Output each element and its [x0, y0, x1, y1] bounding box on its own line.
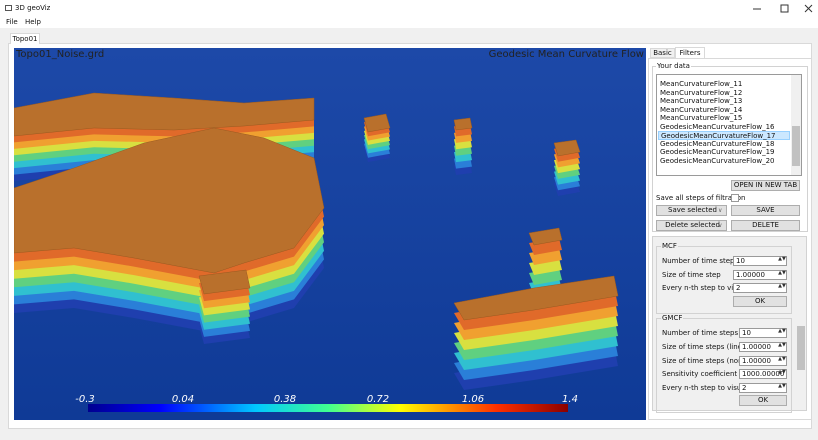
- list-scroll-thumb: [792, 126, 800, 166]
- your-data-title: Your data: [656, 62, 691, 70]
- spin-arrows: ▲▼: [778, 284, 786, 292]
- tab-topo01[interactable]: Topo01: [10, 33, 40, 44]
- spin-arrows: ▲▼: [778, 271, 786, 279]
- panel-tab-basic[interactable]: Basic: [650, 48, 675, 58]
- mcf-ok-button[interactable]: OK: [733, 296, 787, 307]
- menu-bar: [0, 16, 818, 28]
- colorbar-label: 0.38: [274, 394, 296, 405]
- 3d-view[interactable]: Topo01_Noise.grd Geodesic Mean Curvature …: [14, 48, 646, 420]
- spin-arrows: ▲▼: [778, 257, 786, 265]
- gmcf-ok-button[interactable]: OK: [739, 395, 787, 406]
- app-window: 3D geoViz File Help Topo01 Topo01_Noise.grd G…: [0, 0, 818, 440]
- filter-scrollbar: [796, 237, 806, 410]
- filter-label: Geodesic Mean Curvature Flow: [489, 49, 644, 60]
- data-list-item[interactable]: GeodesicMeanCurvatureFlow_20: [658, 157, 790, 166]
- gmcf-row-label: Number of time steps: [662, 329, 738, 338]
- colorbar-label: 1.06: [462, 394, 484, 405]
- save-button[interactable]: SAVE: [731, 205, 800, 216]
- mcf-title: MCF: [661, 242, 678, 250]
- delete-button[interactable]: DELETE: [731, 220, 800, 231]
- app-icon: [5, 5, 12, 11]
- menu-item[interactable]: Help: [25, 18, 41, 27]
- gmcf-row-label: Sensitivity coefficient: [662, 370, 737, 379]
- colorbar-label: 1.4: [562, 394, 578, 405]
- window-title: 3D geoViz: [15, 3, 50, 13]
- menu-item[interactable]: File: [6, 18, 18, 27]
- filter-scroll-thumb: [797, 326, 805, 370]
- mcf-row-label: Number of time steps: [662, 257, 738, 266]
- file-label: Topo01_Noise.grd: [15, 49, 104, 60]
- spin-arrows: ▲▼: [778, 384, 786, 392]
- title-bar: [0, 0, 818, 16]
- spin-arrows: ▲▼: [778, 343, 786, 351]
- combo-arrow: ∨: [718, 206, 722, 215]
- colorbar-label: 0.72: [367, 394, 389, 405]
- spin-arrows: ▲▼: [778, 370, 786, 378]
- window-controls[interactable]: [748, 0, 818, 16]
- open-new-tab-button[interactable]: OPEN IN NEW TAB: [731, 180, 800, 191]
- mcf-row-label: Size of time step: [662, 271, 721, 280]
- colorbar-label: 0.04: [172, 394, 194, 405]
- delete-combo[interactable]: Delete selected: [656, 220, 727, 231]
- colorbar-label: -0.3: [75, 394, 95, 405]
- close-button: [805, 5, 812, 12]
- combo-arrow: ∨: [718, 221, 722, 230]
- spin-arrows: ▲▼: [778, 357, 786, 365]
- colorbar: [88, 404, 568, 412]
- spin-arrows: ▲▼: [778, 329, 786, 337]
- gmcf-title: GMCF: [661, 314, 683, 322]
- save-combo[interactable]: Save selected: [656, 205, 727, 216]
- save-all-checkbox[interactable]: [731, 194, 739, 202]
- terrain-top: [454, 118, 472, 130]
- maximize-button: [781, 5, 788, 12]
